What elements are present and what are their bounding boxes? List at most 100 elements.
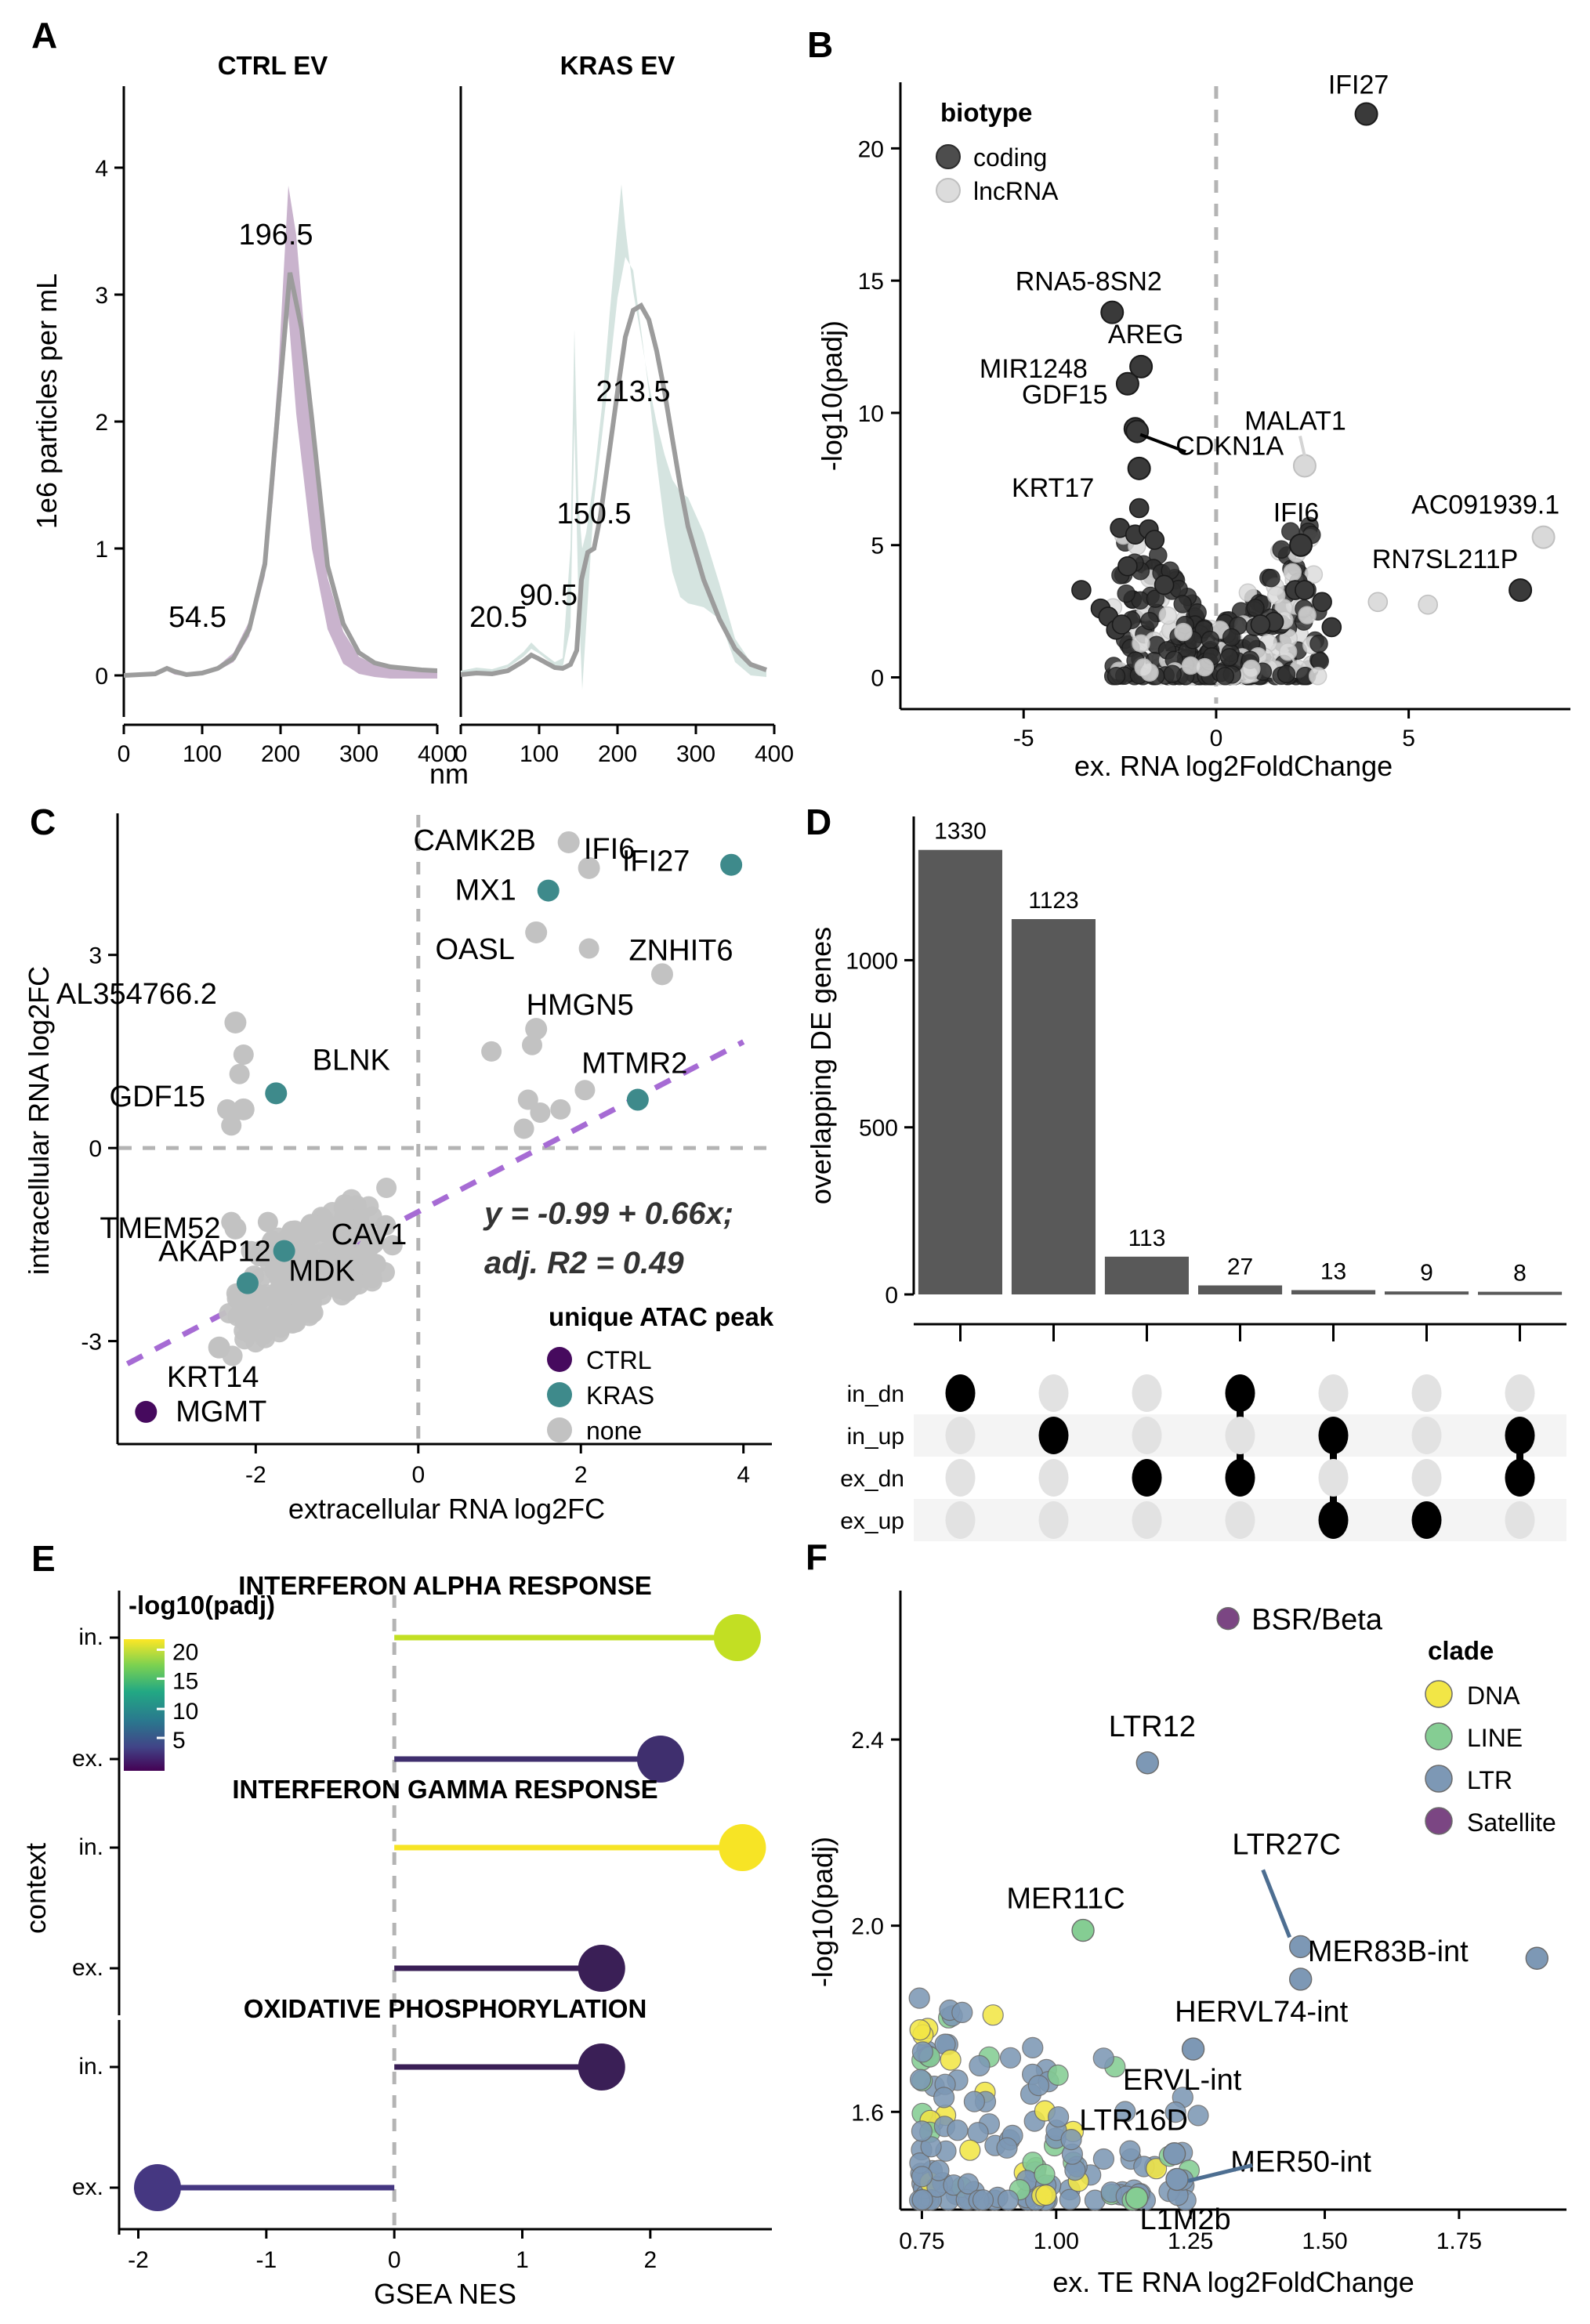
gene-label: GDF15 [110,1081,205,1113]
context-tick: in. [78,2054,103,2080]
panel-e-label: E [31,1538,56,1579]
panel-c-ylabel: intracellular RNA log2FC [23,966,55,1275]
volcano-point [1222,628,1241,647]
volcano-point-labeled [1531,525,1556,549]
matrix-dot-on [945,1374,976,1412]
panel-f-ylabel: -log10(padj) [806,1837,838,1987]
set-label: ex_up [840,1508,904,1534]
panel-e-facets: INTERFERON ALPHA RESPONSE in. ex. INTERFERO… [72,1571,766,2235]
matrix-dot-off [1038,1459,1069,1497]
panel-b-points [1071,498,1439,686]
legend-label-kras: KRAS [586,1381,654,1410]
matrix-dot-off [945,1417,976,1454]
scatter-point-labeled [557,831,580,853]
panel-c-legend-title: unique ATAC peak [549,1302,774,1331]
volcano-point-labeled [1509,578,1533,603]
svg-text:3: 3 [95,283,108,309]
scatter-point-labeled [720,853,743,876]
scatter-point [550,1099,571,1120]
panel-a-xticks-kras: 0 100 200 300 400 [455,725,794,767]
te-point [1146,2158,1168,2180]
volcano-point [1220,648,1239,667]
panel-f-yticks: 1.6 2.0 2.4 [851,1728,900,2126]
gene-label: AL354766.2 [56,978,217,1011]
peak-label-150-5: 150.5 [556,498,631,530]
matrix-dot-on [1132,1459,1162,1497]
scatter-point [333,1209,354,1230]
y-tick: 0 [885,1283,898,1309]
scatter-point-labeled [578,856,600,879]
upset-bar [1385,1291,1469,1295]
te-point [951,2001,973,2024]
panel-c-label: C [30,802,56,842]
matrix-dot-off [1225,1417,1255,1454]
gene-label: RN7SL211P [1372,545,1519,574]
te-label: LTR27C [1232,1828,1341,1861]
volcano-point-labeled [1292,454,1317,478]
volcano-point [1215,667,1235,686]
upset-bar [1198,1285,1283,1294]
volcano-point [1262,568,1280,588]
te-point [982,2004,1004,2026]
padj-colorbar [124,1639,165,1771]
panel-a: A CTRL EV KRAS EV 0 1 2 3 4 [0,0,795,790]
volcano-point [1272,540,1291,559]
leader-line [1261,1869,1292,1938]
scatter-point-labeled [232,1098,255,1120]
te-label: MER83B-int [1308,1935,1469,1968]
panel-d-plot: 0 500 1000 1330 1123 113 27 13 9 8 in_dn in_up ex_… [805,816,1566,1541]
te-label: LTR12 [1109,1710,1196,1743]
te-point [911,2120,933,2142]
panel-f-plot: 1.6 2.0 2.4 0.75 1.00 1.25 1.50 1.75 BSR/Beta L… [806,1591,1566,2298]
y-tick: 3 [89,943,102,969]
scatter-point [357,1238,378,1259]
scatter-point [270,1272,292,1294]
gene-label: MIR1248 [980,354,1088,384]
volcano-point [1418,594,1439,615]
panel-f-xlabel: ex. TE RNA log2FoldChange [1052,2266,1414,2298]
panel-c-points [217,832,599,1367]
scatter-point [310,1254,331,1275]
matrix-dot-off [1038,1501,1069,1539]
scatter-point [287,1302,308,1323]
te-point [1035,2184,1057,2206]
te-label: MER50-int [1230,2145,1371,2178]
context-tick: in. [78,1624,103,1650]
panel-d-yticks: 0 500 1000 [846,948,914,1309]
y-tick: 1.6 [851,2100,884,2126]
x-tick: 1.00 [1034,2228,1079,2254]
matrix-dot-on [1225,1459,1255,1497]
panel-f-points [908,1987,1209,2211]
set-label: ex_dn [840,1466,904,1492]
colorbar-tick: 5 [172,1728,186,1754]
context-tick: ex. [72,1955,103,1981]
te-label: BSR/Beta [1251,1604,1383,1637]
volcano-point-labeled [1354,102,1378,126]
legend-swatch-satellite [1425,1807,1453,1835]
matrix-dot-off [1225,1501,1255,1539]
facet-title: INTERFERON ALPHA RESPONSE [238,1571,651,1600]
bar-value: 13 [1320,1258,1346,1284]
x-tick: -5 [1013,726,1034,751]
te-point-labeled [1525,1946,1548,1970]
svg-text:300: 300 [339,741,378,767]
te-point [947,2119,969,2141]
bar-value: 1123 [1028,888,1079,914]
te-point [940,2049,962,2071]
set-label: in_up [847,1424,904,1450]
volcano-point [1154,574,1175,595]
scatter-point [361,1268,382,1289]
legend-swatch-line [1425,1722,1453,1750]
gene-label: CAMK2B [414,824,536,857]
kras-ev-curve [461,184,767,690]
panel-d-col-ticks [959,1324,1521,1341]
scatter-point [334,1194,355,1215]
upset-bar [1291,1290,1376,1294]
te-point [911,2188,933,2211]
panel-e-legend-title: -log10(padj) [129,1591,275,1620]
scatter-point-labeled [650,963,673,986]
volcano-point [1071,580,1092,600]
panel-f: F 1.6 2.0 2.4 0.75 1.00 1.25 1.50 1.75 BSR/Bet… [795,1520,1590,2324]
te-point [998,2189,1020,2211]
